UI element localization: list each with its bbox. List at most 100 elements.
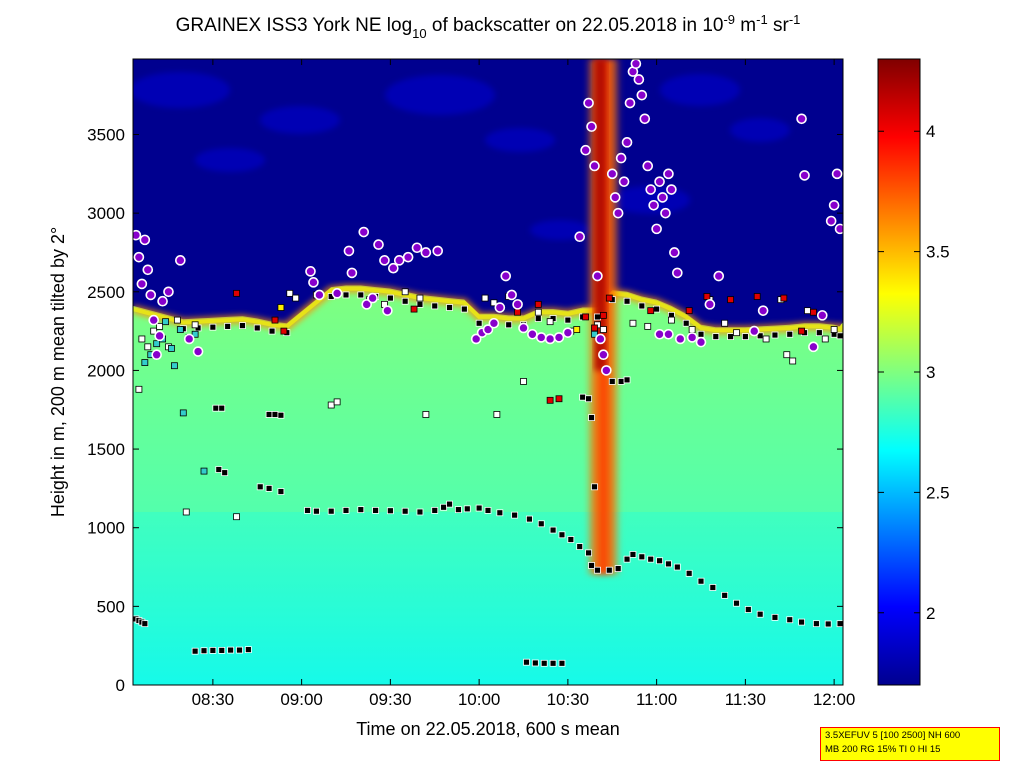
black-square-marker [386, 507, 394, 515]
circle-marker [133, 251, 145, 263]
circle-marker [145, 289, 157, 301]
yellow-square-marker [277, 304, 285, 311]
circle-marker [544, 333, 556, 345]
black-square-marker [591, 483, 598, 491]
circle-marker [305, 266, 316, 277]
red-square-marker [546, 396, 554, 404]
black-square-marker [824, 620, 832, 628]
black-square-marker [733, 599, 740, 607]
black-square-marker [268, 327, 276, 335]
white-square-marker [546, 318, 554, 326]
cyan-square-marker [191, 330, 199, 338]
black-square-marker [558, 531, 566, 539]
colorbar-gradient [878, 59, 920, 685]
circle-marker [154, 330, 165, 342]
circle-marker [308, 277, 319, 288]
white-square-marker [416, 294, 424, 302]
black-square-marker [253, 324, 261, 332]
circle-marker [834, 223, 843, 235]
cyan-square-marker [176, 326, 184, 333]
circle-marker [630, 59, 642, 70]
black-square-marker [656, 557, 663, 565]
red-square-marker [591, 324, 598, 332]
black-square-marker [638, 302, 646, 310]
circle-marker [586, 121, 597, 132]
y-axis: 0 500 1000 1500 2000 2500 3000 3500 [87, 125, 843, 695]
white-square-marker [150, 327, 158, 335]
black-square-marker [594, 566, 601, 574]
white-square-marker [144, 343, 152, 351]
circle-marker [651, 223, 662, 235]
black-square-marker [534, 315, 542, 322]
heatmap-patch [195, 148, 265, 172]
white-square-marker [182, 508, 190, 516]
black-square-marker [218, 404, 226, 412]
white-square-marker [599, 326, 607, 333]
black-square-marker [218, 646, 226, 654]
circle-marker [618, 176, 630, 187]
circle-marker [136, 278, 148, 290]
circle-marker [660, 207, 671, 219]
black-square-marker [727, 333, 734, 341]
black-square-marker [200, 647, 208, 655]
black-square-marker [484, 507, 492, 514]
white-square-marker [138, 335, 146, 343]
circle-marker [358, 226, 370, 238]
black-square-marker [665, 560, 672, 568]
heatmap-patch [133, 72, 230, 108]
circle-marker [382, 305, 393, 316]
black-square-marker [256, 483, 264, 491]
black-square-marker [141, 620, 149, 628]
cyan-square-marker [141, 359, 149, 366]
circle-marker [393, 255, 405, 266]
black-square-marker [401, 297, 409, 305]
x-tick-label: 11:00 [636, 690, 677, 709]
circle-marker [346, 267, 358, 279]
circle-marker [615, 152, 627, 164]
settings-info-box: 3.5XEFUV 5 [100 2500] NH 600 MB 200 RG 1… [820, 727, 1000, 761]
black-square-marker [265, 484, 273, 492]
white-square-marker [481, 294, 489, 302]
black-square-marker [836, 332, 843, 340]
circle-marker [367, 292, 378, 304]
circle-marker [183, 333, 195, 345]
black-square-marker [697, 330, 705, 338]
black-square-marker [549, 659, 557, 667]
white-square-marker [401, 288, 409, 296]
circle-marker [175, 255, 186, 266]
circle-marker [574, 231, 586, 243]
circle-marker [388, 262, 399, 274]
black-square-marker [815, 329, 823, 337]
y-tick-label: 3500 [87, 125, 125, 144]
white-square-marker [688, 326, 696, 333]
colorbar-tick-label: 4 [926, 122, 935, 141]
y-tick-label: 1000 [87, 519, 125, 538]
circle-marker [601, 365, 612, 376]
black-square-marker [558, 659, 566, 667]
white-square-marker [191, 321, 199, 329]
black-square-marker [798, 618, 805, 626]
y-tick-label: 3000 [87, 204, 125, 223]
black-square-marker [540, 659, 548, 667]
black-square-marker [440, 503, 448, 511]
circle-marker [157, 295, 168, 307]
black-square-marker [756, 610, 764, 618]
black-square-marker [511, 511, 519, 519]
black-square-marker [236, 646, 243, 654]
white-square-marker [493, 411, 501, 418]
colorbar: 2 2.5 3 3.5 4 [877, 58, 950, 686]
cyan-square-marker [591, 330, 598, 338]
chart-title: GRAINEX ISS3 York NE log10 of backscatte… [176, 12, 801, 41]
heatmap-boundary-layer [133, 285, 843, 685]
heatmap-patch [730, 118, 790, 142]
x-tick-label: 08:30 [192, 690, 235, 709]
white-square-marker [733, 329, 740, 337]
black-square-marker [277, 488, 285, 495]
x-tick-label: 11:30 [725, 690, 766, 709]
black-square-marker [209, 646, 217, 654]
red-square-marker [534, 300, 542, 308]
white-square-marker [233, 513, 240, 521]
circle-marker [663, 168, 674, 180]
black-square-marker [416, 300, 424, 308]
black-square-marker [342, 291, 350, 299]
